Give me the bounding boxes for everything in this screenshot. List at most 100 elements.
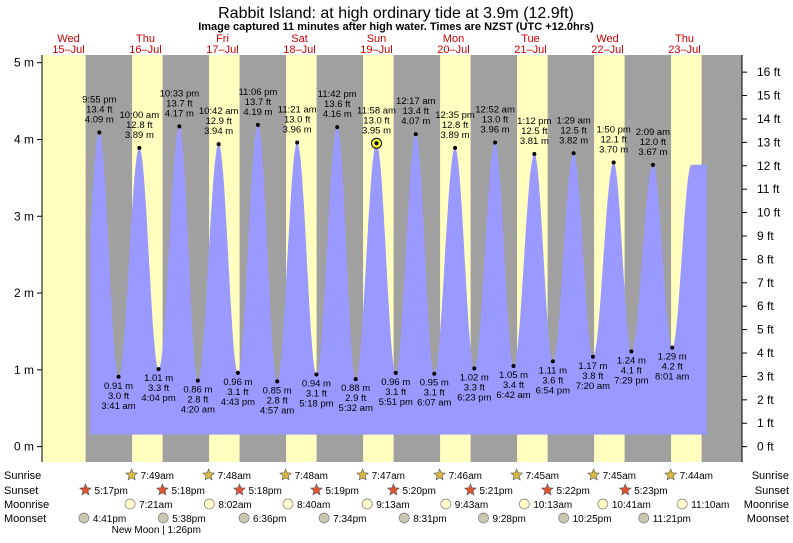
event-time: 8:40am <box>297 500 330 511</box>
low-tide-metres: 0.94 m <box>302 378 331 389</box>
high-tide-time: 1:50 pm <box>596 125 630 136</box>
low-tide-point <box>472 366 477 371</box>
low-tide-time: 6:23 pm <box>457 392 491 403</box>
sunset-icon <box>155 483 169 496</box>
sunrise-icon <box>279 468 293 481</box>
low-tide-point <box>629 349 634 354</box>
low-tide-feet: 3.1 ft <box>227 387 248 398</box>
high-tide-point <box>137 145 142 150</box>
sunset-icon <box>463 483 477 496</box>
low-tide-feet: 3.6 ft <box>542 375 563 386</box>
moonset-icon <box>318 512 330 524</box>
right-axis-tick-label: 6 ft <box>757 299 774 313</box>
high-tide-point <box>216 142 221 147</box>
high-tide-feet: 12.9 ft <box>205 116 232 127</box>
right-axis-tick-label: 13 ft <box>757 135 781 149</box>
night-band <box>701 55 742 462</box>
low-tide-feet: 3.8 ft <box>582 371 603 382</box>
high-tide-feet: 13.4 ft <box>86 105 113 116</box>
low-tide-point <box>116 374 121 379</box>
high-tide-point <box>532 152 537 157</box>
moonrise-icon <box>597 498 609 510</box>
event-time: 5:23pm <box>634 486 667 497</box>
moonrise-icon <box>518 498 530 510</box>
low-tide-metres: 0.96 m <box>381 377 410 388</box>
right-axis-tick-label: 16 ft <box>757 65 781 79</box>
row-label-right: Sunrise <box>752 470 789 482</box>
high-tide-feet: 13.0 ft <box>284 115 311 126</box>
sunrise-icon <box>125 468 139 481</box>
high-tide-point <box>177 124 182 129</box>
high-tide-metres: 3.95 m <box>362 125 391 136</box>
low-tide-point <box>314 372 319 377</box>
low-tide-metres: 1.24 m <box>617 355 646 366</box>
high-tide-feet: 13.7 ft <box>166 98 193 109</box>
right-axis-tick-label: 3 ft <box>757 369 774 383</box>
day-date: 17–Jul <box>206 44 238 56</box>
event-time: 11:10am <box>691 500 729 511</box>
moonrise-icon <box>676 498 688 510</box>
low-tide-time: 5:18 pm <box>299 398 333 409</box>
sunset-icon <box>540 483 554 496</box>
high-tide-point <box>571 151 576 156</box>
low-tide-point <box>590 354 595 359</box>
day-date: 23–Jul <box>668 44 700 56</box>
day-date: 22–Jul <box>591 44 623 56</box>
event-time: 5:38pm <box>172 514 205 525</box>
left-axis-tick-label: 0 m <box>14 440 34 454</box>
high-tide-time: 11:21 am <box>278 105 317 116</box>
high-tide-feet: 12.1 ft <box>600 135 627 146</box>
low-tide-metres: 1.11 m <box>539 365 567 376</box>
high-tide-point <box>650 162 655 167</box>
moonset-icon <box>478 512 489 524</box>
low-tide-feet: 3.4 ft <box>503 380 524 391</box>
low-tide-metres: 1.02 m <box>460 372 489 383</box>
moonrise-icon <box>124 498 136 510</box>
astronomy-rows: Sunrise Sunrise 7:49am 7:48am 7:48am 7:47am 7:… <box>4 468 789 536</box>
moonset-icon <box>238 512 250 524</box>
high-tide-feet: 12.0 ft <box>640 137 667 148</box>
event-time: 7:45am <box>603 471 636 482</box>
event-time: 7:44am <box>680 471 713 482</box>
event-time: 7:48am <box>295 471 328 482</box>
row-label-right: Moonset <box>747 513 789 525</box>
right-axis-tick-label: 5 ft <box>757 323 774 337</box>
low-tide-metres: 0.95 m <box>420 378 449 389</box>
event-time: 4:41pm <box>93 514 126 525</box>
event-time: 7:34pm <box>333 514 366 525</box>
left-axis-tick-label: 3 m <box>14 209 34 223</box>
event-time: 5:18pm <box>171 486 204 497</box>
day-date: 15–Jul <box>52 44 84 56</box>
low-tide-feet: 2.8 ft <box>187 395 208 406</box>
event-time: 9:28pm <box>493 514 526 525</box>
day-date: 16–Jul <box>129 44 161 56</box>
event-time: 5:18pm <box>248 486 281 497</box>
day-name: Tue <box>521 33 540 45</box>
event-time: 5:22pm <box>556 486 589 497</box>
low-tide-feet: 3.3 ft <box>148 383 169 394</box>
low-tide-feet: 4.2 ft <box>662 362 683 373</box>
low-tide-point <box>670 345 675 350</box>
day-name: Sun <box>367 33 387 45</box>
low-tide-time: 4:43 pm <box>221 397 255 408</box>
low-tide-metres: 1.01 m <box>144 373 173 384</box>
low-tide-point <box>393 370 398 375</box>
high-tide-time: 12:35 pm <box>435 110 475 121</box>
day-name: Mon <box>443 33 464 45</box>
low-tide-metres: 0.85 m <box>263 385 292 396</box>
right-axis-tick-label: 11 ft <box>757 182 780 196</box>
sunset-icon <box>618 483 632 496</box>
high-tide-metres: 3.67 m <box>638 147 667 158</box>
tide-curve <box>90 124 707 435</box>
high-tide-time: 11:42 pm <box>318 89 357 100</box>
chart-subtitle: Image captured 11 minutes after high wat… <box>198 21 594 33</box>
high-tide-metres: 3.94 m <box>204 126 233 137</box>
moon-phase-label: New Moon | 1:26pm <box>112 525 201 536</box>
moonrise-icon <box>440 498 452 510</box>
high-tide-time: 1:29 am <box>556 115 590 126</box>
event-time: 7:49am <box>141 471 174 482</box>
low-tide-point <box>156 367 161 372</box>
moonset-icon <box>558 512 569 524</box>
sunrise-icon <box>587 468 601 481</box>
day-date: 19–Jul <box>360 44 392 56</box>
